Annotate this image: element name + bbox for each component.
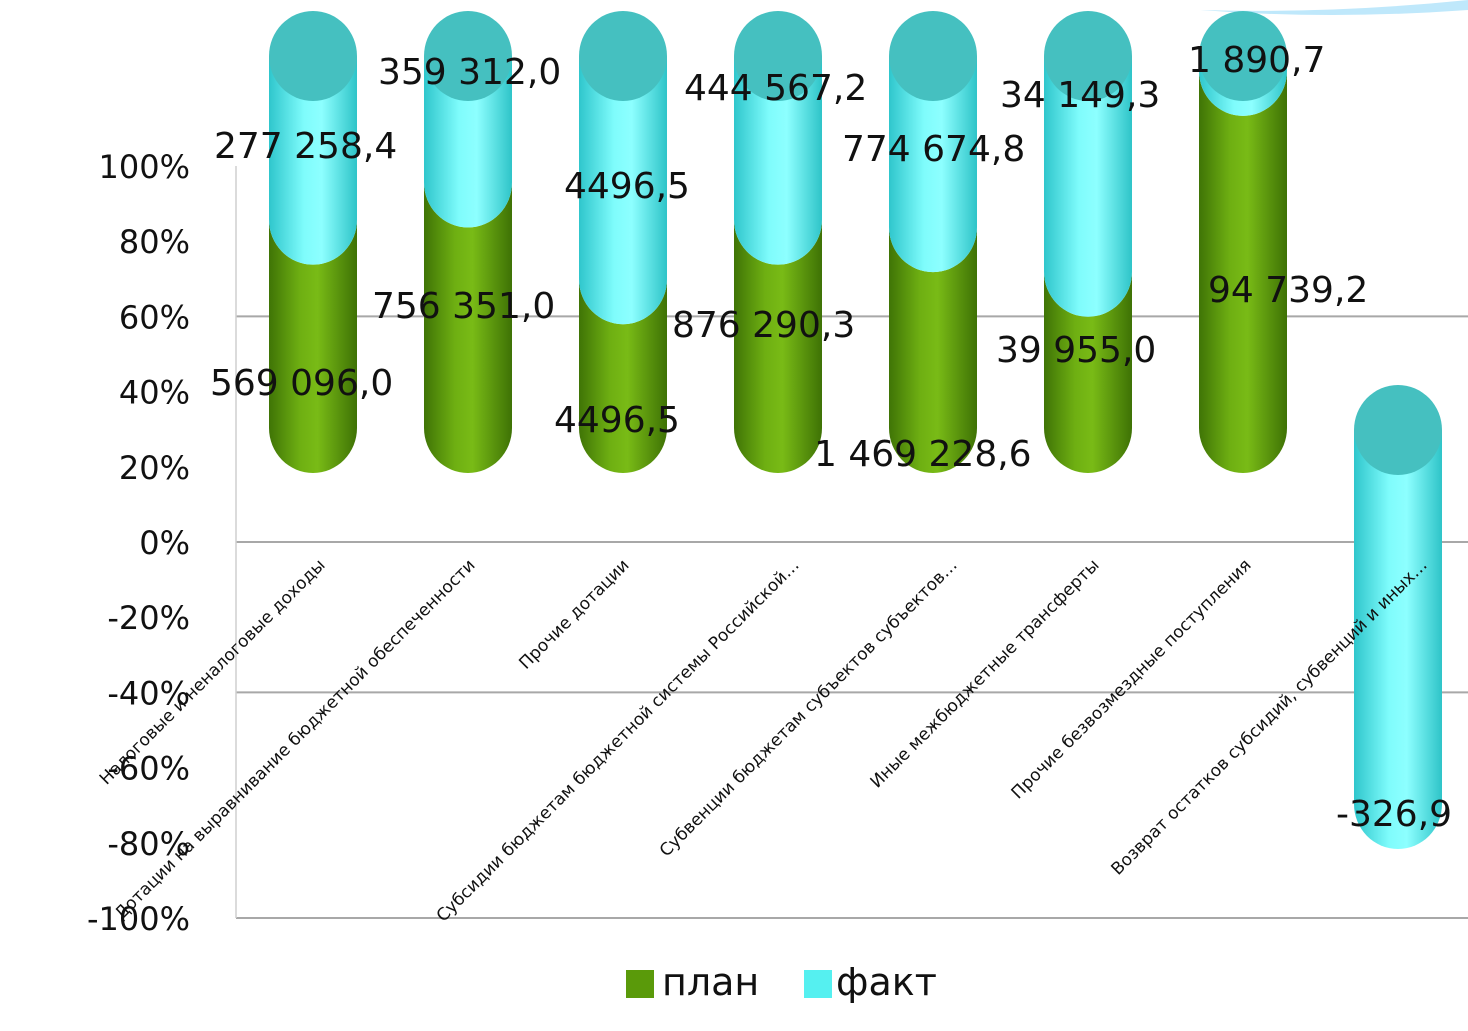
bar-fact [579, 56, 667, 325]
data-label-fact: 774 674,8 [842, 129, 1025, 170]
bar-plan [734, 219, 822, 473]
x-category-label: Субсидии бюджетам бюджетной системы Росс… [433, 555, 804, 926]
cylinder-bar [1199, 11, 1287, 473]
y-tick-label: 20% [119, 449, 190, 487]
bar-plan [1199, 70, 1287, 473]
data-label-fact: 1 890,7 [1188, 40, 1325, 81]
y-tick-label: 0% [139, 524, 190, 562]
x-category-label: Прочие дотации [515, 555, 633, 673]
data-label-plan: 39 955,0 [996, 330, 1156, 371]
bar-plan [269, 219, 357, 473]
data-label-plan: 94 739,2 [1208, 270, 1368, 311]
bar-fact [889, 56, 977, 273]
y-tick-label: -20% [107, 599, 190, 637]
data-label-fact: 444 567,2 [684, 68, 867, 109]
bar-cap [734, 11, 822, 101]
legend-label-fact: факт [836, 960, 937, 1004]
data-label-fact: -326,9 [1336, 794, 1452, 835]
data-label-plan: 4496,5 [554, 400, 680, 441]
data-label-fact: 34 149,3 [1000, 75, 1160, 116]
y-tick-label: 80% [119, 223, 190, 261]
bar-plan [889, 227, 977, 473]
data-label-plan: 569 096,0 [210, 363, 393, 404]
legend-swatch-plan [626, 970, 654, 998]
cylinder-bar [579, 11, 667, 473]
data-label-fact: 359 312,0 [378, 52, 561, 93]
y-tick-label: -80% [107, 825, 190, 863]
bar-cap [1354, 385, 1442, 475]
data-label-plan: 1 469 228,6 [814, 434, 1032, 475]
legend-swatch-fact [804, 970, 832, 998]
bar-fact [734, 56, 822, 265]
bar-fact [1044, 56, 1132, 317]
x-category-label: Субвенции бюджетам субъектов субъектов… [656, 555, 962, 861]
bar-cap [1199, 11, 1287, 101]
data-label-plan: 756 351,0 [372, 286, 555, 327]
bar-plan [1044, 271, 1132, 473]
legend-label-plan: план [662, 960, 759, 1004]
bar-fact [424, 56, 512, 228]
bar-cap [1044, 11, 1132, 101]
cylinder-bar [1354, 385, 1442, 849]
data-label-plan: 876 290,3 [672, 305, 855, 346]
y-tick-label: -100% [87, 900, 190, 938]
cylinder-bar [889, 11, 977, 473]
y-tick-label: 100% [99, 148, 190, 186]
bar-cap [579, 11, 667, 101]
bar-fact [269, 56, 357, 265]
bar-cap [269, 11, 357, 101]
bar-cap [889, 11, 977, 101]
cylinder-bar [1044, 11, 1132, 473]
data-label-fact: 277 258,4 [214, 126, 397, 167]
bar-plan [579, 279, 667, 473]
bar-fact [1354, 430, 1442, 849]
y-tick-label: 40% [119, 374, 190, 412]
cylinder-bar [269, 11, 357, 473]
cylinder-bar [424, 11, 512, 474]
bar-cap [424, 11, 512, 101]
decorative-swoosh [1200, 0, 1468, 15]
data-label-fact: 4496,5 [564, 166, 690, 207]
y-tick-label: -40% [107, 674, 190, 712]
y-tick-label: 60% [119, 298, 190, 336]
y-tick-label: -60% [107, 750, 190, 788]
cylinder-bar [734, 11, 822, 473]
bar-plan [424, 182, 512, 474]
